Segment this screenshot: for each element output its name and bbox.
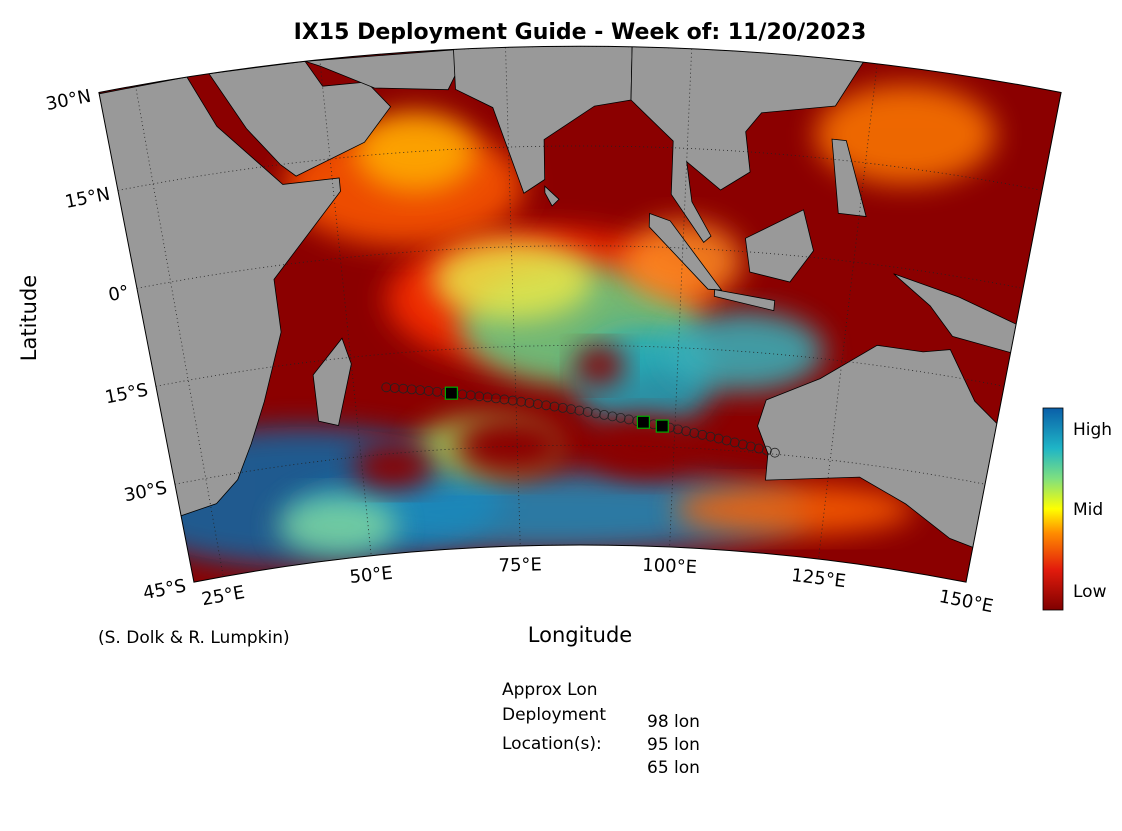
x-axis-label: Longitude (528, 623, 632, 647)
track-point (681, 426, 692, 437)
lon-tick-label: 150°E (937, 586, 995, 617)
land (452, 46, 633, 194)
track-point (591, 408, 601, 419)
lat-tick-label: 30°S (122, 477, 169, 506)
track-point (406, 384, 417, 395)
land (831, 138, 867, 217)
track-point (499, 394, 510, 405)
y-axis-label: Latitude (17, 275, 41, 361)
deployment-location: 98 lon (647, 712, 700, 732)
track-point (432, 386, 442, 397)
track-point (574, 405, 585, 416)
track-point (582, 407, 593, 417)
track-point (549, 401, 560, 412)
track-point (599, 409, 610, 420)
track-point (524, 397, 535, 408)
track-point (623, 414, 634, 425)
lat-tick-label: 0° (107, 282, 131, 307)
title: IX15 Deployment Guide - Week of: 11/20/2… (294, 20, 867, 45)
land (312, 337, 352, 426)
field-blob (673, 484, 914, 535)
track-point (389, 383, 400, 393)
lat-tick-label: 30°N (44, 86, 93, 115)
deployment-location: 65 lon (647, 758, 700, 778)
track-point (761, 445, 772, 456)
map-area (98, 46, 1062, 583)
track-point (516, 396, 527, 407)
land (744, 209, 814, 283)
land (544, 185, 560, 207)
lon-tick-label: 100°E (642, 555, 698, 578)
colorbar-label: Low (1073, 582, 1107, 602)
field-blob (353, 444, 434, 489)
track-point (465, 390, 476, 401)
track-point (507, 395, 518, 406)
colorbar-label: Mid (1073, 500, 1103, 520)
track-point (398, 383, 409, 394)
deployment-marker (444, 386, 458, 400)
track-point (673, 424, 683, 435)
deployment-location: 95 lon (647, 735, 700, 755)
lat-tick-label: 45°S (141, 575, 188, 604)
deployment-heading: Location(s): (502, 734, 602, 754)
track-point (729, 437, 740, 448)
field-blob (289, 471, 810, 552)
track-point (607, 411, 618, 422)
track-point (615, 412, 626, 423)
track-point (689, 428, 700, 438)
lon-tick-label: 50°E (349, 563, 394, 588)
track-point (566, 404, 576, 415)
track-point (737, 439, 748, 450)
track-point (557, 402, 568, 413)
parallel-line (155, 345, 1005, 387)
field-blob (456, 416, 567, 477)
track-point (705, 431, 716, 442)
track-point (474, 391, 485, 402)
track-point (381, 382, 392, 393)
colorbar (1042, 407, 1064, 611)
track-point (713, 433, 724, 444)
parallel-line (117, 145, 1043, 191)
map-frame (98, 45, 1062, 583)
lon-tick-label: 75°E (498, 554, 542, 576)
lon-tick-label: 25°E (200, 582, 246, 610)
track-point (423, 386, 434, 396)
deployment-heading: Approx Lon (502, 680, 598, 700)
field-blob (277, 496, 398, 557)
lat-tick-label: 15°S (103, 379, 150, 408)
track-point (753, 443, 764, 454)
credit: (S. Dolk & R. Lumpkin) (98, 628, 290, 648)
track-point (721, 435, 732, 446)
deployment-heading: Deployment (502, 705, 606, 725)
field-blob (815, 84, 996, 185)
parallel-line (136, 245, 1024, 289)
land (304, 48, 469, 91)
deployment-marker (636, 415, 650, 429)
field-blob (663, 311, 824, 392)
track-point (415, 385, 426, 396)
track-point (541, 400, 552, 411)
land (208, 60, 392, 177)
track-point (745, 441, 756, 452)
track-point (491, 393, 501, 404)
track-point (482, 392, 493, 403)
land (630, 46, 872, 243)
lon-tick-label: 125°E (790, 565, 847, 592)
track-point (769, 447, 780, 458)
land (713, 289, 776, 312)
lat-tick-label: 15°N (63, 184, 112, 213)
track-point (697, 429, 708, 440)
deployment-marker (655, 419, 669, 433)
track-point (532, 399, 543, 409)
field-blob (574, 345, 625, 386)
colorbar-label: High (1073, 420, 1112, 440)
